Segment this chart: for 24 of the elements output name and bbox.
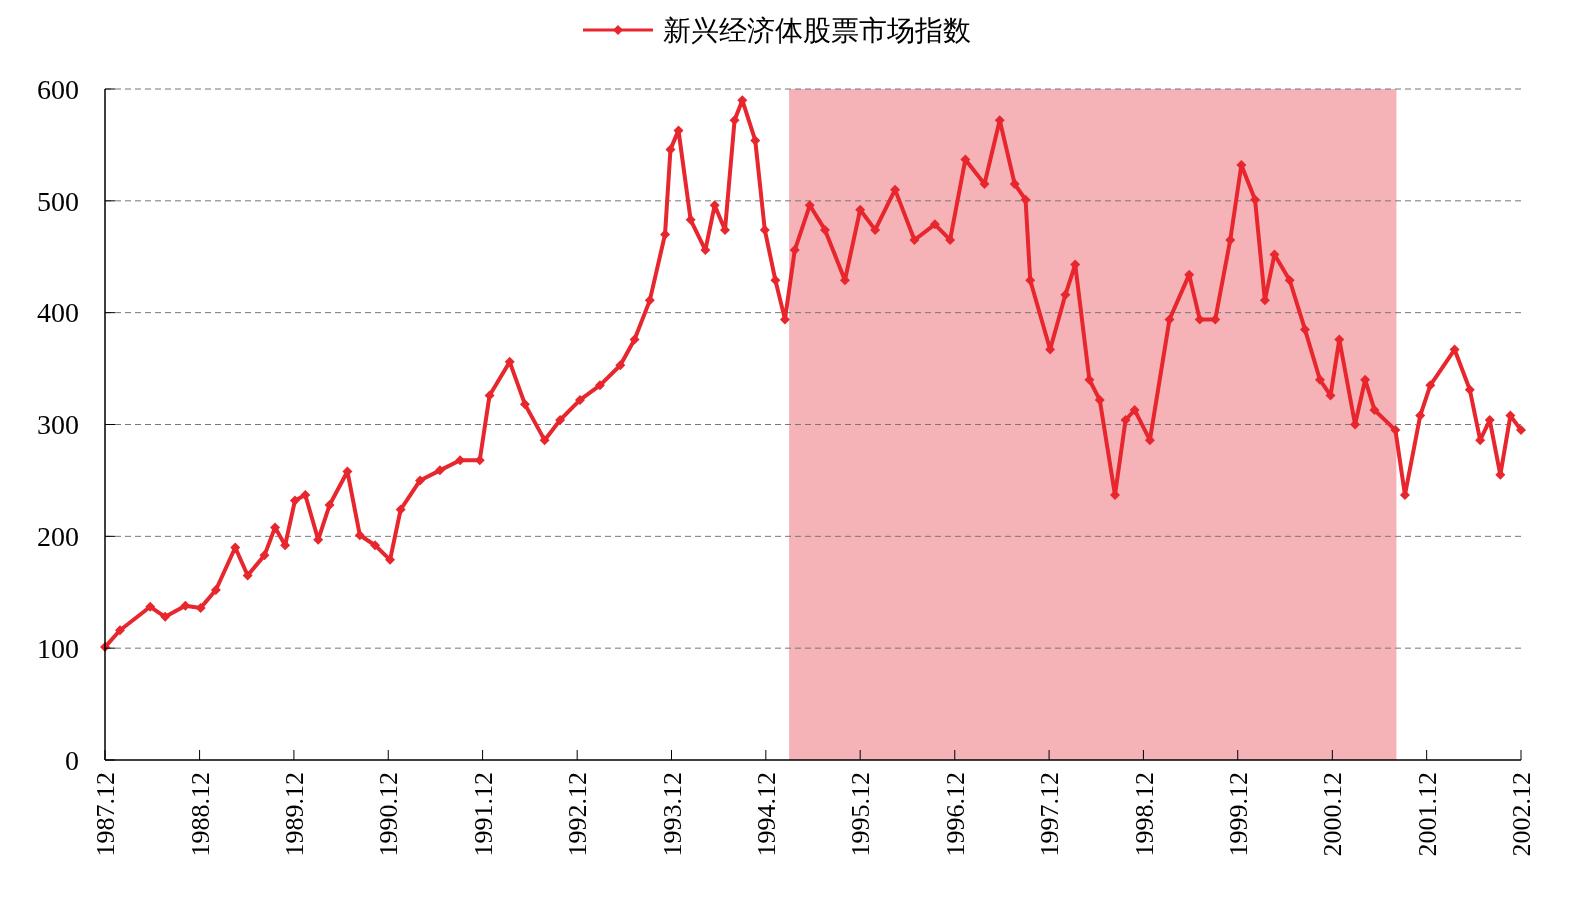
x-tick-label: 1996.12 bbox=[940, 772, 970, 857]
x-tick-label: 1990.12 bbox=[374, 772, 404, 857]
x-tick-label: 1994.12 bbox=[751, 772, 781, 857]
x-tick-label: 1998.12 bbox=[1129, 772, 1159, 857]
x-tick-label: 2000.12 bbox=[1318, 772, 1348, 857]
y-tick-label: 400 bbox=[37, 297, 79, 329]
x-tick-label: 1993.12 bbox=[657, 772, 687, 857]
x-tick-label: 2001.12 bbox=[1412, 772, 1442, 857]
y-tick-label: 600 bbox=[37, 73, 79, 105]
y-tick-label: 300 bbox=[37, 409, 79, 441]
x-tick-label: 1988.12 bbox=[185, 772, 215, 857]
x-tick-label: 2002.12 bbox=[1507, 772, 1537, 857]
y-tick-label: 100 bbox=[37, 632, 79, 664]
x-tick-label: 1987.12 bbox=[91, 772, 121, 857]
x-tick-label: 1999.12 bbox=[1223, 772, 1253, 857]
y-tick-label: 500 bbox=[37, 185, 79, 217]
x-tick-label: 1995.12 bbox=[846, 772, 876, 857]
x-tick-label: 1991.12 bbox=[468, 772, 498, 857]
x-tick-label: 1992.12 bbox=[563, 772, 593, 857]
y-tick-label: 0 bbox=[65, 744, 79, 776]
x-tick-label: 1997.12 bbox=[1035, 772, 1065, 857]
x-tick-label: 1989.12 bbox=[280, 772, 310, 857]
y-tick-label: 200 bbox=[37, 521, 79, 553]
legend-label: 新兴经济体股票市场指数 bbox=[663, 14, 971, 46]
